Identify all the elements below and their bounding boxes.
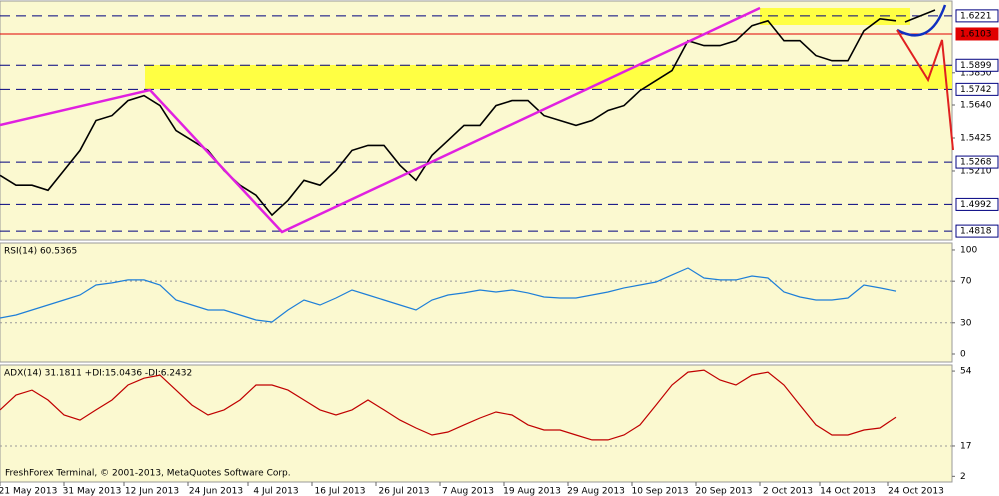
x-tick-label: 16 Jul 2013: [315, 487, 366, 496]
y-tick-label: 17: [960, 441, 971, 451]
x-tick-label: 24 Oct 2013: [888, 487, 944, 496]
y-tick-label: 2: [960, 472, 966, 482]
resistance-zone: [760, 8, 910, 25]
rsi-panel: [0, 242, 953, 363]
level-label-box: [955, 82, 999, 96]
forecast-arrow: [896, 4, 947, 37]
x-tick-label: 24 Jun 2013: [189, 487, 243, 496]
support-zone: [145, 65, 952, 89]
x-tick-label: 12 Jun 2013: [125, 487, 179, 496]
level-label: 1.6221: [960, 11, 992, 21]
level-label: 1.5899: [960, 61, 992, 71]
y-tick-label: 1.5210: [960, 166, 992, 176]
panel-title: ADX(14) 31.1811 +DI:15.0436 -DI:6.2432: [4, 369, 192, 379]
data-line: [0, 17, 897, 217]
panel-title: RSI(14) 60.5365: [4, 247, 77, 257]
trend-line: [0, 6, 761, 234]
data-line: [0, 369, 897, 441]
y-tick-label: 30: [960, 318, 972, 328]
level-label: 1.6103: [960, 29, 992, 39]
x-tick-label: 21 May 2013: [0, 487, 57, 496]
level-label-box: [955, 224, 999, 238]
x-tick-label: 31 May 2013: [63, 487, 122, 496]
annotation-line: [904, 9, 936, 23]
level-label: 1.4992: [960, 200, 992, 210]
level-label: 1.4818: [960, 227, 992, 237]
y-tick-label: 1.5640: [960, 101, 992, 111]
x-tick-label: 7 Aug 2013: [442, 487, 494, 496]
y-tick-label: 54: [960, 367, 972, 377]
level-label-box: [955, 58, 999, 72]
level-label: 1.5268: [960, 158, 992, 168]
level-label-box: [955, 27, 999, 41]
y-tick-label: 1.5850: [960, 68, 992, 78]
level-label-box: [955, 9, 999, 23]
level-label-box: [955, 197, 999, 211]
x-tick-label: 14 Oct 2013: [820, 487, 876, 496]
x-tick-label: 4 Jul 2013: [253, 487, 298, 496]
data-line: [0, 267, 897, 323]
y-tick-label: 0: [960, 349, 966, 359]
level-label-box: [955, 155, 999, 169]
footer: FreshForex Terminal, © 2001-2013, MetaQu…: [5, 469, 291, 479]
x-tick-label: 26 Jul 2013: [379, 487, 430, 496]
adx-panel: [0, 364, 953, 483]
y-tick-label: 1.5425: [960, 133, 992, 143]
forecast-arrow: [896, 29, 954, 151]
x-tick-label: 29 Aug 2013: [567, 487, 625, 496]
level-label: 1.5742: [960, 85, 992, 95]
x-tick-label: 2 Oct 2013: [763, 487, 813, 496]
x-tick-label: 19 Aug 2013: [503, 487, 561, 496]
y-tick-label: 100: [960, 245, 977, 255]
x-tick-label: 10 Sep 2013: [631, 487, 688, 496]
x-tick-label: 20 Sep 2013: [695, 487, 752, 496]
y-tick-label: 70: [960, 277, 972, 287]
